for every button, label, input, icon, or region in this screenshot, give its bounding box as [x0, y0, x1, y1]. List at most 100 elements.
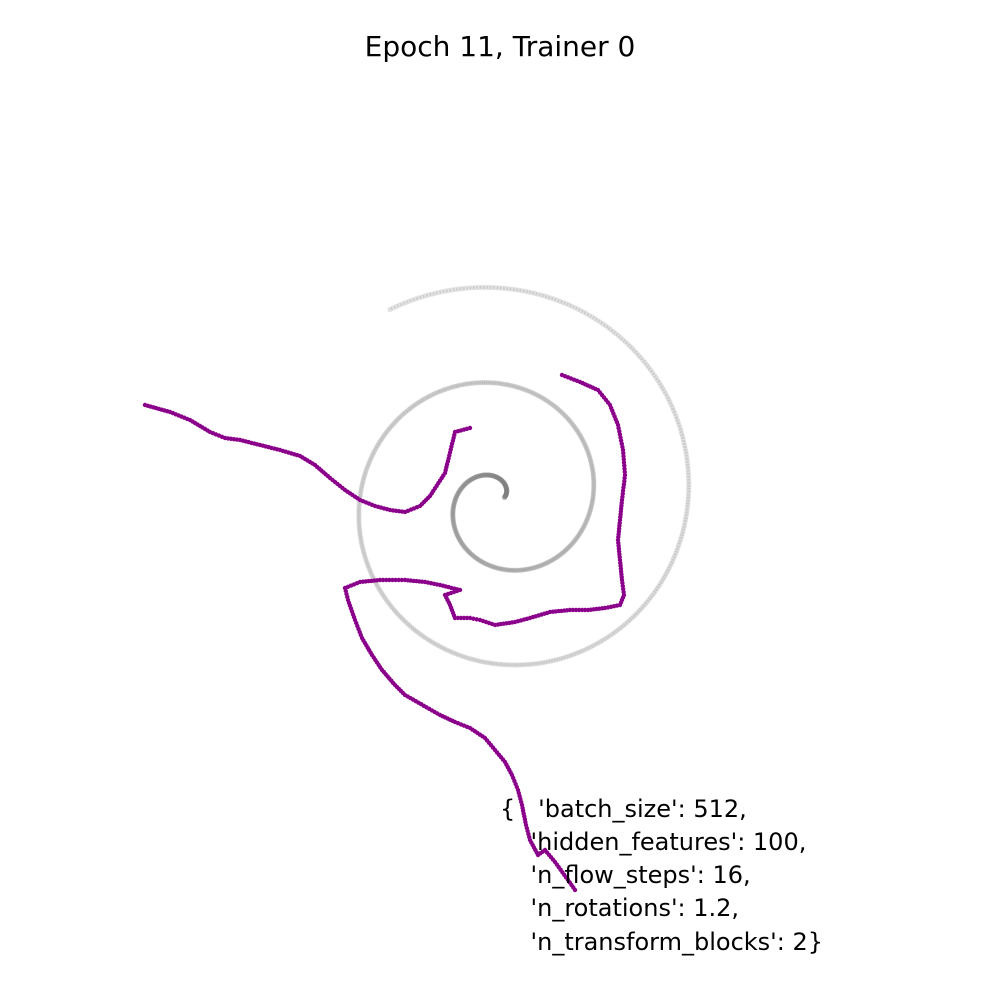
spiral-point	[504, 382, 510, 388]
spiral-point	[631, 613, 637, 620]
spiral-point	[387, 425, 393, 431]
spiral-point	[591, 488, 597, 494]
spiral-point	[387, 602, 393, 608]
spiral-point	[502, 482, 508, 489]
spiral-point	[464, 547, 470, 553]
spiral-point	[379, 435, 385, 441]
spiral-point	[501, 566, 507, 573]
spiral-point	[535, 291, 541, 297]
spiral-point	[356, 520, 362, 526]
spiral-point	[642, 359, 648, 366]
spiral-point	[684, 454, 690, 460]
spiral-point	[651, 372, 657, 378]
spiral-point	[501, 481, 507, 487]
spiral-point	[575, 306, 581, 312]
spiral-point	[524, 388, 531, 394]
spiral-point	[559, 410, 566, 416]
spiral-point	[490, 564, 496, 570]
spiral-point	[497, 566, 503, 572]
spiral-point	[500, 661, 506, 668]
spiral-point	[373, 444, 380, 450]
spiral-point	[369, 573, 376, 579]
spiral-point	[419, 294, 425, 300]
spiral-point	[537, 660, 543, 666]
spiral-point	[493, 661, 499, 667]
spiral-point	[580, 438, 586, 444]
spiral-point	[463, 546, 469, 552]
spiral-point	[674, 416, 680, 422]
spiral-point	[479, 472, 485, 478]
spiral-point	[633, 612, 639, 618]
spiral-point	[449, 384, 456, 390]
spiral-point	[426, 292, 432, 298]
spiral-point	[453, 494, 459, 500]
spiral-point	[672, 553, 678, 559]
spiral-point	[461, 543, 467, 549]
spiral-point	[504, 486, 510, 492]
spiral-point	[624, 619, 631, 625]
spiral-point	[381, 432, 388, 438]
spiral-point	[502, 483, 509, 489]
spiral-point	[508, 662, 514, 668]
spiral-point	[460, 484, 466, 490]
spiral-point	[432, 290, 438, 296]
spiral-point	[683, 511, 690, 517]
spiral-point	[491, 473, 497, 479]
spiral-point	[454, 492, 460, 499]
spiral-point	[437, 388, 443, 395]
spiral-point	[675, 419, 681, 425]
spiral-point	[453, 494, 459, 501]
spiral-point	[496, 285, 502, 291]
spiral-point	[356, 511, 362, 517]
spiral-point	[551, 556, 557, 562]
spiral-point	[555, 656, 561, 662]
spiral-point	[528, 389, 534, 395]
spiral-point	[433, 641, 439, 647]
spiral-point	[457, 537, 463, 543]
spiral-point	[590, 468, 596, 474]
spiral-point	[627, 343, 633, 349]
spiral-point	[504, 486, 510, 493]
spiral-point	[442, 646, 448, 652]
spiral-point	[540, 660, 546, 666]
spiral-point	[476, 284, 482, 291]
spiral-point	[497, 476, 503, 482]
spiral-point	[576, 531, 583, 537]
spiral-point	[408, 624, 415, 630]
spiral-point	[679, 430, 685, 437]
spiral-point	[571, 423, 577, 429]
spiral-point	[590, 491, 597, 497]
spiral-point	[501, 480, 507, 486]
spiral-point	[475, 556, 481, 562]
spiral-point	[625, 341, 631, 347]
spiral-point	[590, 492, 596, 498]
spiral-point	[498, 477, 505, 483]
spiral-point	[392, 419, 398, 425]
spiral-point	[435, 642, 441, 649]
spiral-point	[377, 588, 383, 594]
spiral-point	[383, 430, 389, 436]
spiral-point	[509, 383, 515, 389]
spiral-point	[532, 290, 538, 296]
spiral-point	[512, 567, 518, 573]
spiral-point	[503, 490, 510, 496]
spiral-point	[474, 474, 480, 480]
spiral-point	[573, 535, 580, 542]
spiral-point	[575, 533, 581, 539]
spiral-point	[358, 538, 364, 544]
spiral-point	[501, 494, 507, 501]
spiral-point	[412, 402, 418, 408]
spiral-point	[576, 649, 582, 656]
spiral-point	[562, 548, 568, 554]
spiral-point	[414, 629, 420, 635]
spiral-point	[553, 657, 559, 663]
spiral-point	[658, 383, 664, 389]
spiral-point	[576, 532, 582, 538]
spiral-point	[450, 511, 456, 517]
spiral-point	[356, 518, 362, 524]
spiral-point	[529, 290, 535, 296]
spiral-point	[473, 555, 479, 561]
spiral-point	[486, 562, 492, 568]
spiral-point	[499, 478, 505, 484]
spiral-point	[513, 662, 520, 668]
